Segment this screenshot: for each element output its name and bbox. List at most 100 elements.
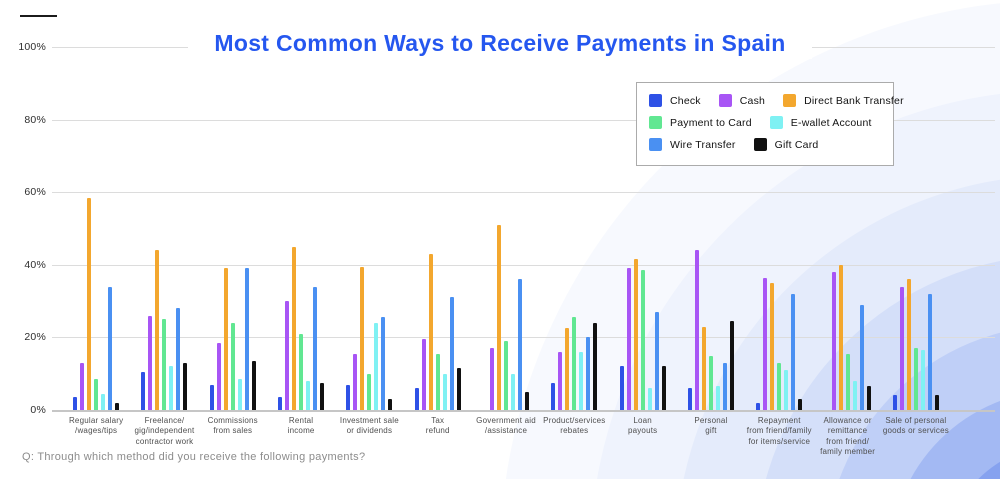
- category-label-6: Tax refund: [425, 416, 450, 436]
- bar-payment-to-card-13: [913, 348, 918, 410]
- bar-payment-to-card-5: [367, 373, 372, 410]
- bar-check-10: [687, 388, 692, 410]
- bar-group-4: [267, 47, 335, 410]
- bar-payment-to-card-1: [94, 379, 99, 410]
- legend-label: Gift Card: [774, 138, 819, 151]
- bar-check-3: [209, 384, 214, 410]
- bar-check-8: [551, 382, 556, 410]
- bar-cash-11: [763, 277, 768, 410]
- bar-direct-bank-transfer-3: [223, 268, 228, 410]
- legend-label: Check: [670, 94, 701, 107]
- bar-wire-transfer-13: [927, 293, 932, 410]
- legend-label: Payment to Card: [670, 116, 752, 129]
- bar-gift-card-8: [593, 322, 598, 410]
- x-axis-line: [52, 410, 995, 412]
- bar-cash-8: [558, 351, 563, 410]
- bar-direct-bank-transfer-9: [633, 259, 638, 410]
- bar-cash-6: [421, 339, 426, 410]
- bar-gift-card-7: [525, 391, 530, 410]
- gridline-80%: [52, 119, 995, 121]
- legend-item-direct-bank-transfer: Direct Bank Transfer: [783, 94, 904, 107]
- legend-item-gift-card: Gift Card: [753, 138, 819, 151]
- bar-e-wallet-account-7: [511, 373, 516, 410]
- bar-payment-to-card-3: [230, 322, 235, 410]
- category-label-10: Personal gift: [694, 416, 728, 436]
- y-axis-tick-0%: 0%: [30, 404, 46, 416]
- bar-e-wallet-account-2: [169, 366, 174, 410]
- bar-payment-to-card-10: [708, 355, 713, 410]
- bar-cash-13: [899, 286, 904, 410]
- category-label-3: Commissions from sales: [207, 416, 258, 436]
- bar-cash-1: [80, 362, 85, 410]
- bar-direct-bank-transfer-6: [428, 253, 433, 410]
- legend-swatch-gift-card: [753, 138, 767, 151]
- bar-cash-10: [694, 250, 699, 410]
- bar-wire-transfer-4: [313, 286, 318, 410]
- legend-swatch-payment-to-card: [649, 116, 662, 129]
- legend-item-check: Check: [649, 94, 701, 107]
- y-axis-tick-20%: 20%: [24, 331, 46, 344]
- bar-wire-transfer-5: [381, 317, 386, 410]
- bar-gift-card-2: [183, 362, 188, 410]
- category-label-4: Rental income: [287, 416, 315, 436]
- bar-e-wallet-account-6: [442, 373, 447, 410]
- bar-check-4: [278, 397, 283, 410]
- bar-e-wallet-account-5: [374, 322, 379, 410]
- bar-cash-7: [490, 348, 495, 410]
- legend-item-e-wallet-account: E-wallet Account: [769, 116, 872, 129]
- bar-group-6: [404, 47, 472, 410]
- bar-payment-to-card-11: [777, 362, 782, 410]
- bar-direct-bank-transfer-13: [906, 279, 911, 410]
- bar-gift-card-1: [115, 402, 120, 410]
- bar-check-1: [73, 397, 78, 410]
- legend-swatch-e-wallet-account: [769, 116, 783, 129]
- category-label-5: Investment sale or dividends: [339, 416, 399, 436]
- bar-check-11: [756, 402, 761, 410]
- category-label-13: Sale of personal goods or services: [882, 416, 949, 436]
- bar-payment-to-card-12: [845, 353, 850, 410]
- legend-label: Direct Bank Transfer: [804, 94, 904, 107]
- bar-direct-bank-transfer-12: [838, 264, 843, 410]
- y-axis-tick-60%: 60%: [24, 186, 46, 199]
- category-label-8: Product/services rebates: [543, 416, 606, 436]
- legend-row: Wire Transfer Gift Card: [649, 138, 881, 151]
- category-label-12: Allowance or remittance from friend/ fam…: [820, 416, 876, 457]
- bar-group-9: [609, 47, 677, 410]
- legend-swatch-wire-transfer: [649, 138, 662, 151]
- bar-group-5: [335, 47, 403, 410]
- bar-payment-to-card-7: [504, 341, 509, 410]
- legend-item-cash: Cash: [718, 94, 765, 107]
- bar-group-1: [62, 47, 130, 410]
- bar-direct-bank-transfer-5: [360, 266, 365, 410]
- legend-row: Check Cash Direct Bank Transfer: [649, 94, 904, 107]
- bar-gift-card-10: [729, 321, 734, 410]
- bar-direct-bank-transfer-8: [565, 328, 570, 410]
- bar-check-6: [414, 388, 419, 410]
- bar-cash-9: [626, 268, 631, 410]
- category-label-11: Repayment from friend/family for items/s…: [746, 416, 812, 446]
- bar-e-wallet-account-4: [306, 380, 311, 410]
- bar-e-wallet-account-9: [647, 388, 652, 410]
- gridline-20%: [52, 337, 995, 339]
- bar-groups: [62, 47, 950, 410]
- bar-group-13: [882, 47, 950, 410]
- legend-label: Wire Transfer: [670, 138, 736, 151]
- bar-group-3: [199, 47, 267, 410]
- bar-cash-3: [216, 342, 221, 410]
- bar-direct-bank-transfer-11: [770, 282, 775, 410]
- bar-e-wallet-account-8: [579, 351, 584, 410]
- bar-gift-card-5: [388, 399, 393, 410]
- bar-group-12: [813, 47, 881, 410]
- legend-box: Check Cash Direct Bank Transfer Payment to …: [636, 82, 904, 166]
- bar-direct-bank-transfer-10: [701, 326, 706, 410]
- bar-wire-transfer-2: [176, 308, 181, 410]
- bar-cash-5: [353, 353, 358, 410]
- category-label-2: Freelance/ gig/independent contractor wo…: [134, 416, 195, 446]
- survey-question: Q: Through which method did you receive …: [22, 451, 366, 463]
- bar-e-wallet-account-12: [852, 380, 857, 410]
- bar-wire-transfer-7: [518, 279, 523, 410]
- bar-wire-transfer-6: [449, 297, 454, 410]
- y-axis-tick-40%: 40%: [24, 258, 46, 271]
- bar-direct-bank-transfer-2: [155, 250, 160, 410]
